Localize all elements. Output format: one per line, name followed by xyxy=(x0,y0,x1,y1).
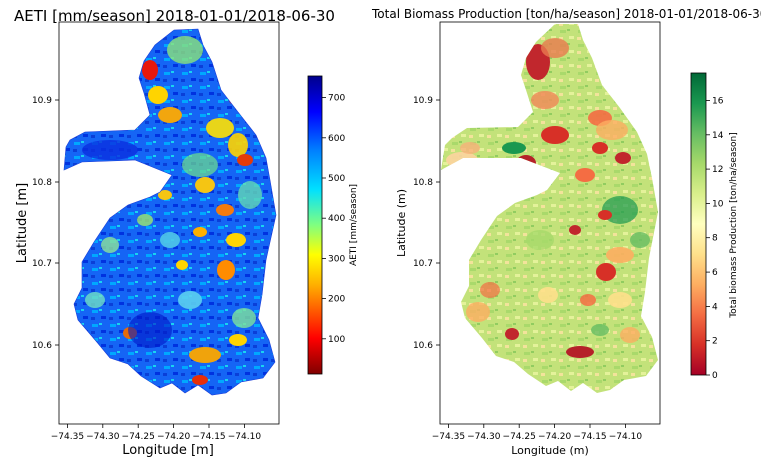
aeti-colorbar-tick-label: 100 xyxy=(328,335,345,345)
aeti-y-axis: 10.6 10.7 10.8 10.9 Latitude [m] xyxy=(15,96,59,351)
biomass-x-tick-label: −74.35 xyxy=(432,432,465,442)
aeti-colorbar-tick-label: 200 xyxy=(328,295,345,305)
biomass-colorbar-tick-label: 2 xyxy=(712,337,718,347)
biomass-x-tick-label: −74.25 xyxy=(503,432,536,442)
biomass-colorbar-scale xyxy=(690,72,707,376)
biomass-y-tick-label: 10.7 xyxy=(413,259,433,269)
aeti-axes-frame xyxy=(58,21,280,425)
aeti-x-tick-label: −74.10 xyxy=(228,432,262,442)
biomass-x-axis: −74.35 −74.30 −74.25 −74.20 −74.15 −74.1… xyxy=(432,424,643,457)
biomass-title: Total Biomass Production [ton/ha/season]… xyxy=(371,7,761,21)
aeti-colorbar-scale xyxy=(307,75,323,375)
biomass-y-tick-label: 10.8 xyxy=(413,178,433,188)
biomass-x-tick-label: −74.20 xyxy=(538,432,572,442)
biomass-x-tick-label: −74.10 xyxy=(609,432,643,442)
aeti-y-tick-label: 10.6 xyxy=(32,341,52,351)
biomass-colorbar-tick-label: 14 xyxy=(712,131,724,141)
biomass-y-tick-label: 10.6 xyxy=(413,341,433,351)
biomass-axes-frame xyxy=(439,21,661,425)
biomass-colorbar-tick-label: 6 xyxy=(712,268,718,278)
biomass-y-tick-label: 10.9 xyxy=(413,96,433,106)
aeti-heatmap xyxy=(63,28,277,396)
biomass-colorbar-label: Total biomass Production [ton/ha/season] xyxy=(729,132,739,319)
aeti-title: AETI [mm/season] 2018-01-01/2018-06-30 xyxy=(14,7,335,25)
aeti-y-tick-label: 10.7 xyxy=(32,259,52,269)
biomass-colorbar-tick-label: 12 xyxy=(712,165,723,175)
aeti-x-tick-label: −74.35 xyxy=(51,432,84,442)
biomass-colorbar-tick-label: 0 xyxy=(712,371,718,381)
biomass-field-patches xyxy=(446,38,650,358)
aeti-colorbar-label: AETI [mm/season] xyxy=(349,184,359,266)
biomass-colorbar-tick-label: 10 xyxy=(712,199,724,209)
biomass-colorbar: 0 2 4 6 8 10 12 14 16 Total biomass Prod… xyxy=(690,72,739,381)
biomass-chart: Total Biomass Production [ton/ha/season]… xyxy=(371,7,761,457)
aeti-y-tick-label: 10.8 xyxy=(32,178,52,188)
aeti-x-tick-label: −74.25 xyxy=(122,432,155,442)
aeti-x-axis: −74.35 −74.30 −74.25 −74.20 −74.15 −74.1… xyxy=(51,424,262,458)
biomass-y-axis: 10.6 10.7 10.8 10.9 Latitude (m) xyxy=(395,96,440,351)
aeti-y-tick-label: 10.9 xyxy=(32,96,52,106)
aeti-colorbar-tick-label: 700 xyxy=(328,94,345,104)
aeti-x-tick-label: −74.20 xyxy=(157,432,191,442)
biomass-x-axis-label: Longitude (m) xyxy=(511,444,589,457)
biomass-colorbar-tick-label: 4 xyxy=(712,302,718,312)
biomass-y-axis-label: Latitude (m) xyxy=(395,189,408,257)
biomass-x-tick-label: −74.15 xyxy=(573,432,606,442)
biomass-colorbar-tick-label: 16 xyxy=(712,97,724,107)
biomass-colorbar-tick-label: 8 xyxy=(712,234,718,244)
biomass-x-tick-label: −74.30 xyxy=(467,432,501,442)
aeti-colorbar-tick-label: 400 xyxy=(328,214,345,224)
aeti-y-axis-label: Latitude [m] xyxy=(15,183,30,263)
aeti-colorbar-tick-label: 600 xyxy=(328,134,345,144)
aeti-chart: AETI [mm/season] 2018-01-01/2018-06-30 xyxy=(14,7,359,458)
aeti-colorbar: 100 200 300 400 500 600 700 AETI [mm/sea… xyxy=(307,75,359,375)
aeti-x-axis-label: Longitude [m] xyxy=(122,443,214,458)
aeti-colorbar-tick-label: 500 xyxy=(328,174,345,184)
aeti-x-tick-label: −74.30 xyxy=(86,432,120,442)
aeti-colorbar-tick-label: 300 xyxy=(328,254,345,264)
aeti-x-tick-label: −74.15 xyxy=(192,432,225,442)
biomass-heatmap xyxy=(441,24,658,393)
